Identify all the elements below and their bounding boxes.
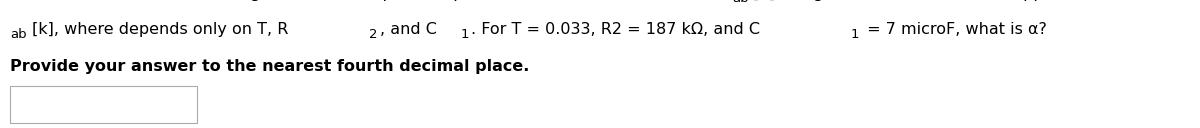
Text: Provide your answer to the nearest fourth decimal place.: Provide your answer to the nearest fourt… <box>11 59 529 74</box>
Text: [k], where depends only on T, R: [k], where depends only on T, R <box>31 23 293 38</box>
Text: 1: 1 <box>460 28 469 41</box>
Text: . For T = 0.033, R2 = 187 kΩ, and C: . For T = 0.033, R2 = 187 kΩ, and C <box>472 23 766 38</box>
Text: 2: 2 <box>370 28 378 41</box>
Text: , and C: , and C <box>380 23 442 38</box>
Text: 1: 1 <box>851 28 859 41</box>
Text: = 7 microF, what is α?: = 7 microF, what is α? <box>862 23 1046 38</box>
Text: ab: ab <box>732 0 749 5</box>
Text: [k] using the forward difference approximation. It should be of the form V: [k] using the forward difference approxi… <box>754 0 1200 1</box>
FancyBboxPatch shape <box>11 86 198 123</box>
Text: Problem 9: For the circuit in Fig. 5, derive an update expression for V: Problem 9: For the circuit in Fig. 5, de… <box>11 0 570 1</box>
Text: ab: ab <box>11 28 26 41</box>
